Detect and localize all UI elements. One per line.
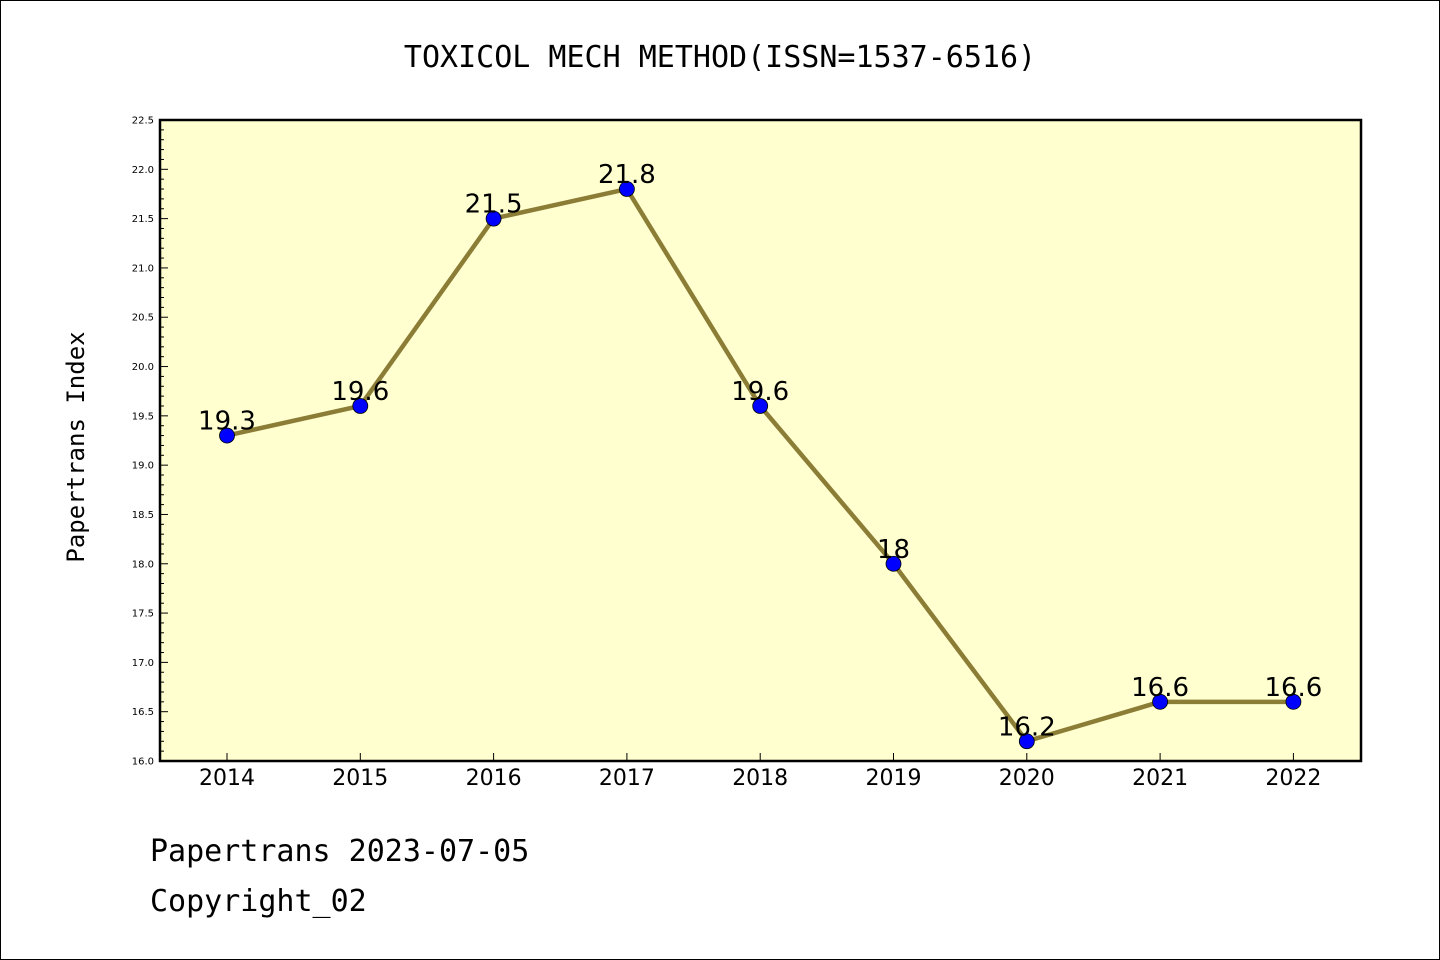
x-tick-label: 2022 — [1265, 766, 1321, 791]
data-point-marker — [1285, 693, 1302, 710]
y-axis-ticks: 16.0 16.5 17.0 17.5 18.0 18.5 19.0 19.5 20.0 20.5… — [132, 116, 168, 768]
data-label: 18 — [877, 535, 910, 565]
x-tick-label: 2018 — [732, 766, 788, 791]
y-tick-label: 21.5 — [132, 214, 154, 225]
x-tick-label: 2020 — [999, 766, 1055, 791]
y-tick-label: 18.5 — [132, 510, 154, 521]
data-label: 19.6 — [731, 377, 789, 407]
data-label: 16.2 — [998, 712, 1056, 742]
series-line-group — [219, 181, 1302, 750]
data-point-marker — [619, 181, 635, 197]
data-label-group: 19.3 19.6 21.5 21.8 19.6 18 16.2 16.6 16.6 — [198, 160, 1322, 742]
data-point-marker — [485, 210, 502, 227]
y-tick-label: 18.0 — [132, 559, 154, 570]
data-point-marker — [885, 555, 902, 572]
y-tick-label: 21.0 — [132, 263, 154, 274]
data-point-marker — [752, 398, 769, 414]
y-tick-label: 19.5 — [132, 411, 154, 422]
y-tick-label: 16.5 — [132, 707, 154, 718]
x-tick-label: 2014 — [199, 766, 255, 791]
y-tick-label: 19.0 — [132, 461, 154, 472]
x-tick-label: 2015 — [332, 766, 388, 791]
footer-copyright: Copyright_02 — [150, 884, 367, 919]
x-tick-label: 2017 — [599, 766, 655, 791]
data-point-marker — [1018, 733, 1035, 750]
x-tick-label: 2019 — [866, 766, 922, 791]
footer-date: Papertrans 2023-07-05 — [150, 834, 530, 869]
x-axis-ticks: 2014 2015 2016 2017 2018 2019 2020 2021 2022 — [199, 753, 1321, 791]
data-point-marker — [352, 398, 369, 414]
data-label: 16.6 — [1264, 673, 1322, 703]
data-label: 21.8 — [598, 160, 656, 190]
y-axis-label: Papertrans Index — [62, 331, 90, 562]
data-label: 19.3 — [198, 407, 256, 437]
data-label: 21.5 — [465, 190, 523, 220]
data-label: 16.6 — [1131, 673, 1189, 703]
y-tick-label: 20.5 — [132, 313, 154, 324]
data-label: 19.6 — [331, 377, 389, 407]
data-point-marker — [1152, 693, 1168, 710]
y-tick-label: 17.5 — [132, 609, 154, 620]
plot-area — [158, 118, 1363, 763]
y-tick-label: 22.5 — [132, 116, 154, 127]
chart-title: TOXICOL MECH METHOD(ISSN=1537-6516) — [404, 40, 1036, 75]
x-tick-label: 2021 — [1132, 766, 1188, 791]
y-tick-label: 22.0 — [132, 165, 154, 176]
y-tick-label: 17.0 — [132, 658, 154, 669]
data-point-marker — [219, 427, 235, 444]
y-tick-label: 20.0 — [132, 362, 154, 373]
y-tick-label: 16.0 — [132, 757, 154, 768]
x-tick-label: 2016 — [466, 766, 522, 791]
